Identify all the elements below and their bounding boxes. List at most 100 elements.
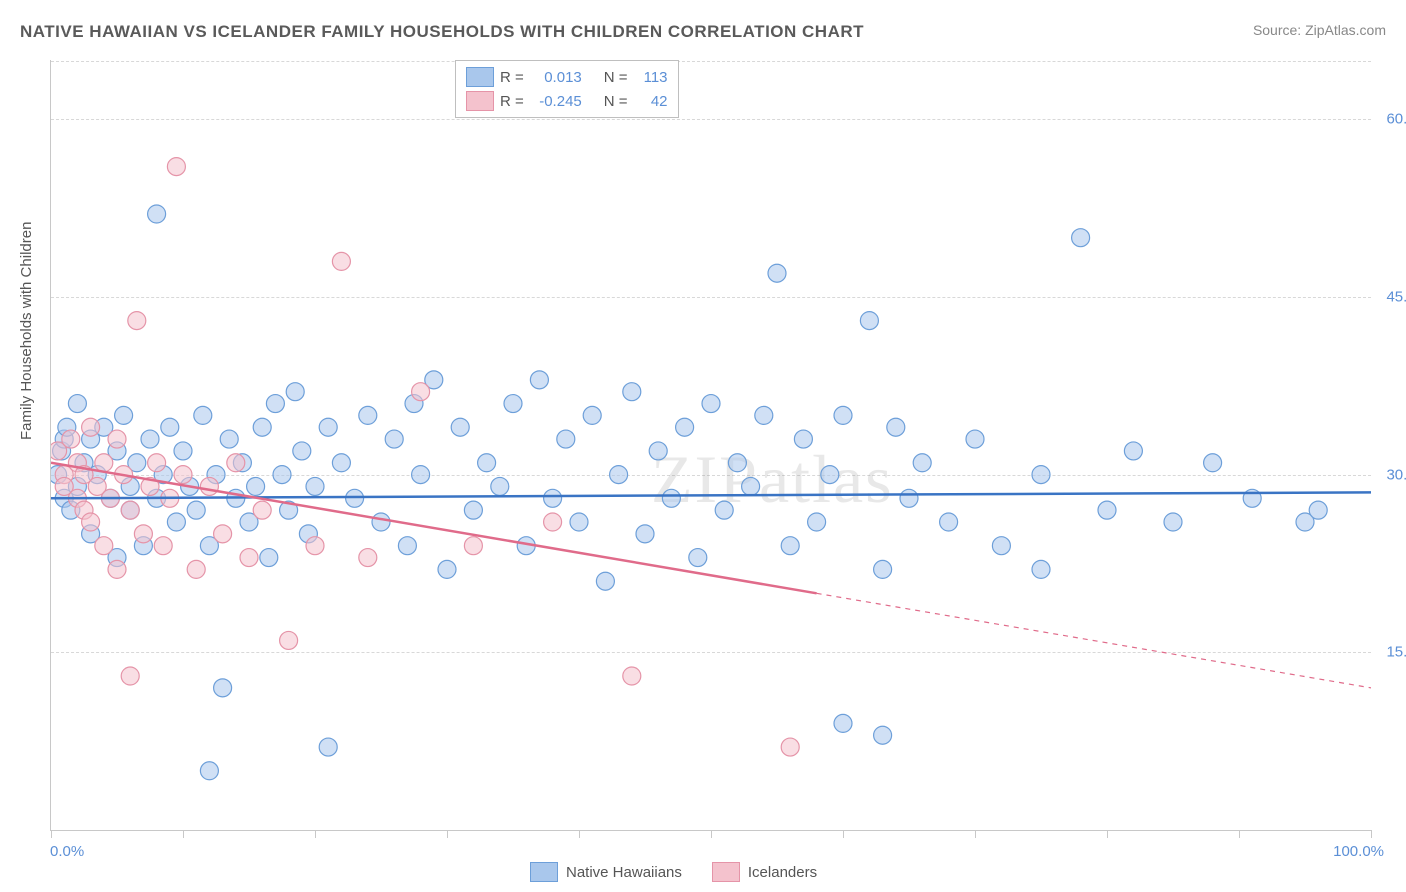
x-tick [975,830,976,838]
data-point [1098,501,1116,519]
data-point [781,537,799,555]
data-point [715,501,733,519]
legend-swatch [466,91,494,111]
data-point [623,383,641,401]
y-tick-label: 60.0% [1386,111,1406,128]
data-point [610,466,628,484]
data-point [676,418,694,436]
x-tick [711,830,712,838]
data-point [273,466,291,484]
data-point [253,501,271,519]
legend-stat-row: R =-0.245N =42 [466,89,668,113]
data-point [332,454,350,472]
data-point [412,466,430,484]
data-point [95,537,113,555]
data-point [689,549,707,567]
x-tick [315,830,316,838]
data-point [260,549,278,567]
legend-swatch [466,67,494,87]
data-point [636,525,654,543]
data-point [306,477,324,495]
x-tick [183,830,184,838]
legend-series-label: Icelanders [748,864,817,881]
data-point [1309,501,1327,519]
data-point [306,537,324,555]
data-point [319,738,337,756]
data-point [742,477,760,495]
data-point [266,395,284,413]
data-point [478,454,496,472]
data-point [167,158,185,176]
data-point [95,454,113,472]
data-point [874,560,892,578]
data-point [62,430,80,448]
data-point [504,395,522,413]
data-point [649,442,667,460]
data-point [332,252,350,270]
y-tick-label: 15.0% [1386,644,1406,661]
data-point [728,454,746,472]
x-axis-min-label: 0.0% [50,843,84,860]
data-point [154,537,172,555]
data-point [464,501,482,519]
data-point [167,513,185,531]
y-tick-label: 45.0% [1386,288,1406,305]
x-tick [843,830,844,838]
data-point [108,430,126,448]
data-point [1032,560,1050,578]
data-point [794,430,812,448]
data-point [834,714,852,732]
r-label: R = [500,69,524,86]
data-point [372,513,390,531]
legend-series-item: Icelanders [712,862,817,882]
data-point [544,489,562,507]
legend-swatch [530,862,558,882]
data-point [68,395,86,413]
data-point [412,383,430,401]
data-point [346,489,364,507]
data-point [1204,454,1222,472]
r-value: 0.013 [530,69,582,86]
x-tick [1239,830,1240,838]
legend-swatch [712,862,740,882]
data-point [108,560,126,578]
data-point [623,667,641,685]
data-point [860,312,878,330]
source-attribution: Source: ZipAtlas.com [1253,22,1386,38]
x-tick [1107,830,1108,838]
data-point [544,513,562,531]
data-point [583,406,601,424]
data-point [187,501,205,519]
correlation-legend: R =0.013N =113R =-0.245N =42 [455,60,679,118]
data-point [1072,229,1090,247]
n-value: 42 [634,93,668,110]
data-point [781,738,799,756]
data-point [451,418,469,436]
data-point [286,383,304,401]
data-point [755,406,773,424]
legend-series-item: Native Hawaiians [530,862,682,882]
data-point [398,537,416,555]
data-point [913,454,931,472]
trend-line [51,463,817,594]
n-value: 113 [634,69,668,86]
data-point [174,442,192,460]
series-legend: Native Hawaiians Icelanders [530,862,817,882]
x-tick [579,830,580,838]
data-point [438,560,456,578]
data-point [768,264,786,282]
data-point [808,513,826,531]
data-point [220,430,238,448]
data-point [359,549,377,567]
data-point [82,513,100,531]
data-point [121,501,139,519]
data-point [834,406,852,424]
data-point [491,477,509,495]
data-point [148,454,166,472]
n-label: N = [604,93,628,110]
data-point [134,525,152,543]
data-point [253,418,271,436]
data-point [821,466,839,484]
data-point [887,418,905,436]
data-point [148,205,166,223]
